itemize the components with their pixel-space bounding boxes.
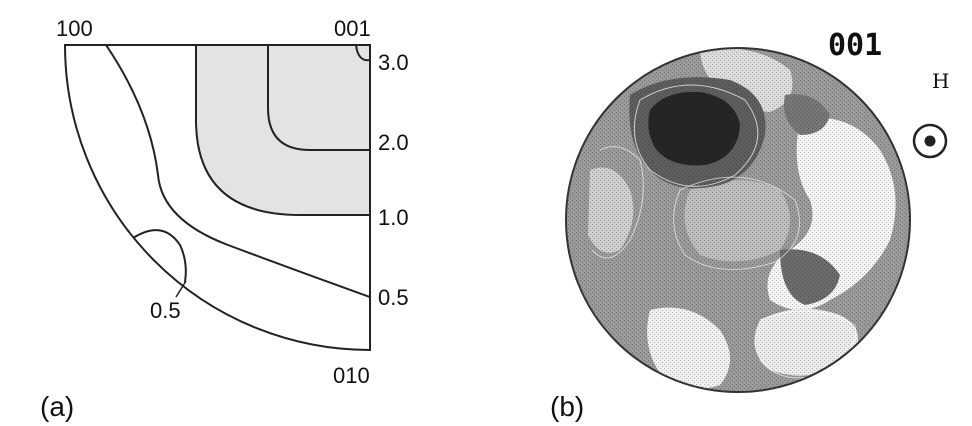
pole-figure-outline [565,47,911,393]
contour-0-5-loop [129,229,187,283]
out-of-plane-dot-icon [912,123,948,159]
contour-1-0 [195,45,370,216]
contour-line-4 [759,310,857,379]
scale-label-1-0: 1.0 [378,205,409,230]
contour-line-2 [673,176,800,271]
scale-label-2-0: 2.0 [378,130,409,155]
label-leader-line [175,280,187,298]
corner-label-010: 010 [333,363,370,388]
shaded-region [196,45,370,215]
corner-label-100: 100 [56,16,93,41]
scale-label-3-0: 3.0 [378,50,409,75]
panel-a-contour-diagram: 100 001 010 3.0 2.0 1.0 0.5 0.5 (a) [40,16,409,422]
contour-3-0 [355,45,370,62]
pole-label: 001 [828,28,882,63]
field-label: H [932,69,949,93]
contour-0-5 [105,45,370,298]
panel-b-label: (b) [550,391,584,422]
contour-line-1 [633,84,759,187]
dither-overlay [566,48,910,392]
inner-contour-label: 0.5 [150,298,181,323]
panel-b-pole-figure: 001 H (b) [550,28,949,422]
contour-line-3 [591,146,644,259]
scale-label-0-5: 0.5 [378,285,409,310]
panel-a-label: (a) [40,391,74,422]
sector-outline [63,44,371,352]
corner-label-001: 001 [334,16,371,41]
contour-2-0 [267,45,370,151]
